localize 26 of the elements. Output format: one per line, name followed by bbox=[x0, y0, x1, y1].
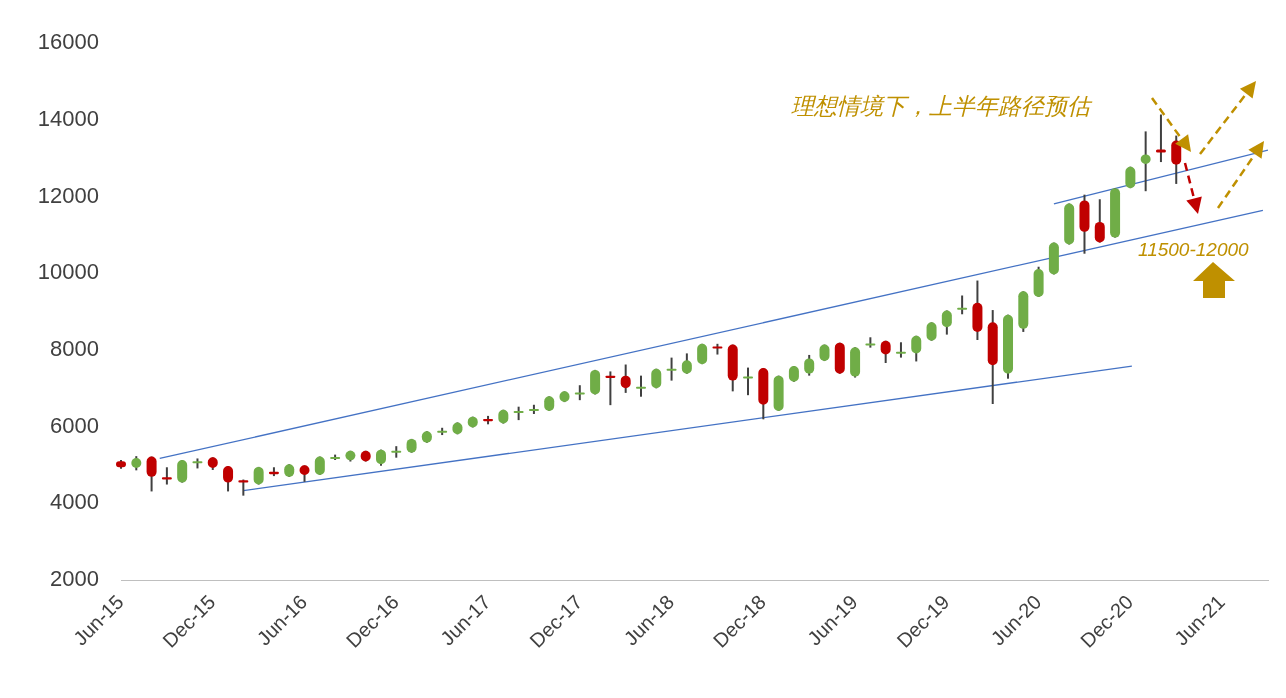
y-tick-label: 14000 bbox=[37, 105, 99, 131]
candlestick bbox=[666, 356, 677, 382]
candlestick bbox=[1140, 130, 1151, 193]
candlestick bbox=[681, 352, 692, 375]
candlestick bbox=[1094, 198, 1105, 244]
candlestick bbox=[957, 294, 968, 316]
y-tick-label: 6000 bbox=[50, 412, 99, 438]
candlestick bbox=[804, 353, 815, 377]
y-tick-label: 10000 bbox=[37, 259, 99, 285]
candlestick bbox=[146, 455, 157, 493]
candlestick bbox=[620, 363, 631, 394]
candlestick bbox=[895, 341, 906, 359]
y-tick-label: 16000 bbox=[37, 29, 99, 55]
candlestick bbox=[635, 374, 646, 398]
candlestick bbox=[926, 321, 937, 342]
candlestick bbox=[1155, 113, 1166, 164]
candlestick bbox=[941, 309, 952, 336]
candlestick bbox=[223, 465, 234, 493]
annotation: 11500-12000 bbox=[1138, 239, 1250, 261]
y-tick-label: 8000 bbox=[50, 336, 99, 362]
annotation: 理想情境下，上半年路径预估 bbox=[791, 93, 1093, 120]
candlestick bbox=[911, 334, 922, 363]
y-tick-label: 2000 bbox=[50, 566, 99, 592]
y-tick-label: 4000 bbox=[50, 489, 99, 515]
candlestick bbox=[743, 366, 754, 397]
y-tick-label: 12000 bbox=[37, 182, 99, 208]
